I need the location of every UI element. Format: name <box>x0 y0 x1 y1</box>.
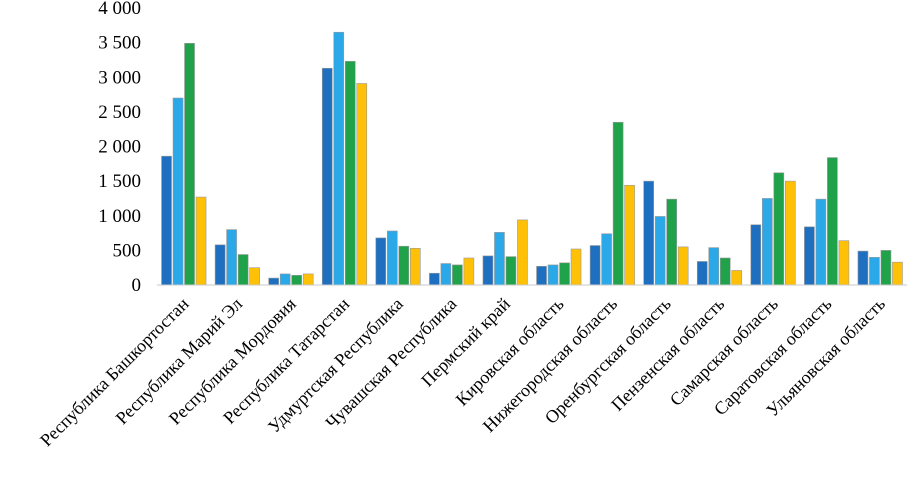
bar-2-11 <box>708 247 720 286</box>
bar-4-2 <box>249 267 260 286</box>
bar-1-8 <box>536 265 547 286</box>
y-tick-label: 2 000 <box>98 137 141 158</box>
y-tick-label: 1 500 <box>98 171 141 192</box>
bar-3-5 <box>398 245 410 286</box>
bar-4-9 <box>624 184 635 286</box>
bar-2-1 <box>172 97 184 286</box>
y-tick-label: 2 500 <box>98 102 141 123</box>
bar-3-1 <box>184 43 195 286</box>
bar-3-4 <box>344 61 356 286</box>
bar-3-7 <box>505 256 517 286</box>
y-tick-label: 500 <box>113 240 142 261</box>
bar-2-7 <box>494 232 505 286</box>
bar-1-13 <box>804 226 815 286</box>
bar-1-3 <box>268 277 279 286</box>
bar-2-14 <box>869 256 880 286</box>
bar-3-6 <box>452 264 463 286</box>
bar-1-12 <box>750 224 762 286</box>
bar-1-11 <box>696 261 708 286</box>
bar-1-14 <box>857 250 869 286</box>
bar-3-13 <box>827 157 838 286</box>
bar-4-4 <box>356 83 368 286</box>
bar-3-8 <box>559 262 570 286</box>
bar-2-10 <box>654 216 666 286</box>
bar-3-14 <box>880 250 892 286</box>
bar-4-1 <box>195 196 207 286</box>
bar-4-13 <box>838 240 850 286</box>
bar-1-2 <box>214 244 226 286</box>
y-axis-ticks: 0 500 1 000 1 500 2 000 2 500 3 000 3 500 4 000 <box>98 0 141 296</box>
bar-2-9 <box>601 233 612 286</box>
bar-1-5 <box>375 237 387 286</box>
y-tick-label: 3 500 <box>98 33 141 54</box>
y-tick-label: 1 000 <box>98 206 141 227</box>
bar-2-2 <box>226 229 237 286</box>
bar-3-2 <box>237 254 249 286</box>
y-tick-label: 4 000 <box>98 0 141 19</box>
bar-4-8 <box>570 248 582 286</box>
bar-3-10 <box>666 198 677 286</box>
bar-3-11 <box>719 257 731 286</box>
bar-1-10 <box>643 180 654 286</box>
bar-4-6 <box>463 257 475 286</box>
bar-2-5 <box>387 230 398 286</box>
bar-1-6 <box>429 272 440 286</box>
bar-2-12 <box>762 198 773 286</box>
bar-1-4 <box>321 67 333 286</box>
bar-4-11 <box>731 270 743 286</box>
bar-2-3 <box>279 273 291 286</box>
y-tick-label: 0 <box>132 275 142 296</box>
bar-4-5 <box>410 248 421 286</box>
bar-3-12 <box>773 172 785 286</box>
bar-4-10 <box>677 246 689 286</box>
bar-4-14 <box>892 261 903 286</box>
bar-2-6 <box>440 263 452 286</box>
y-tick-label: 3 000 <box>98 67 141 88</box>
bars-layer <box>161 31 903 286</box>
bar-4-12 <box>785 180 796 286</box>
bar-4-3 <box>302 273 314 286</box>
bar-4-7 <box>517 219 528 286</box>
bar-3-3 <box>291 275 302 286</box>
bar-3-9 <box>612 121 624 286</box>
bar-1-1 <box>161 155 172 286</box>
bar-1-9 <box>589 245 601 286</box>
bar-2-4 <box>333 31 345 286</box>
bar-2-13 <box>815 198 827 286</box>
bar-2-8 <box>547 264 559 286</box>
bar-1-7 <box>482 255 494 286</box>
